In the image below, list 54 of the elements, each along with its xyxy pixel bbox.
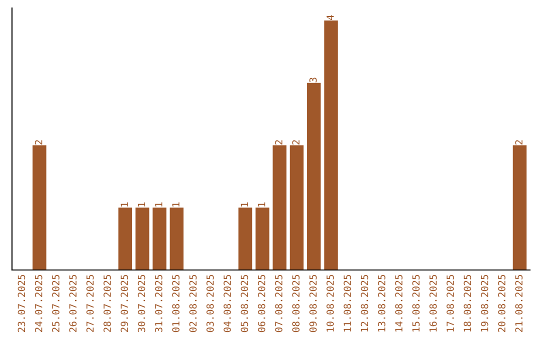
data-label: 1 (172, 202, 180, 206)
x-tick-label: 23.07.2025 (18, 274, 26, 332)
x-tick-label: 03.08.2025 (206, 274, 214, 332)
x-tick-label: 20.08.2025 (498, 274, 506, 332)
bar (152, 208, 166, 270)
x-tick-label: 14.08.2025 (395, 274, 402, 332)
bar (135, 208, 150, 270)
x-tick-label: 28.07.2025 (104, 274, 111, 332)
x-tick-label: 16.08.2025 (429, 274, 437, 332)
x-tick-label: 19.08.2025 (480, 274, 488, 332)
x-tick-label: 04.08.2025 (224, 274, 231, 332)
data-label: 1 (258, 202, 266, 206)
bar (170, 208, 184, 270)
x-tick-label: 02.08.2025 (189, 274, 197, 332)
x-tick-label: 12.08.2025 (360, 274, 368, 332)
data-label: 2 (515, 140, 522, 145)
data-label: 1 (138, 202, 146, 206)
bar (32, 145, 46, 270)
x-tick-label: 09.08.2025 (309, 274, 317, 332)
bar (512, 145, 527, 270)
x-tick-label: 26.07.2025 (69, 274, 77, 332)
x-tick-label: 27.07.2025 (86, 274, 94, 332)
bar (256, 208, 270, 270)
data-label: 2 (34, 140, 42, 145)
bar (238, 208, 252, 270)
data-label: 2 (275, 140, 282, 145)
x-tick-label: 05.08.2025 (240, 274, 248, 332)
data-label: 1 (155, 202, 162, 206)
bar (307, 82, 321, 270)
x-tick-label: 15.08.2025 (412, 274, 420, 332)
data-label: 4 (326, 15, 334, 20)
x-tick-label: 30.07.2025 (138, 274, 146, 332)
data-label: 3 (309, 78, 317, 82)
bar (272, 145, 286, 270)
data-label: 1 (240, 202, 248, 206)
data-label: 1 (120, 202, 128, 206)
data-label: 2 (292, 140, 300, 145)
bar (290, 145, 304, 270)
x-tick-label: 21.08.2025 (515, 274, 523, 332)
x-tick-label: 13.08.2025 (378, 274, 386, 332)
x-tick-label: 08.08.2025 (292, 274, 300, 332)
x-tick-label: 24.07.2025 (34, 274, 42, 332)
bar (324, 20, 338, 270)
x-tick-label: 07.08.2025 (275, 274, 282, 332)
bar (118, 208, 132, 270)
x-tick-label: 06.08.2025 (258, 274, 266, 332)
x-tick-label: 18.08.2025 (464, 274, 472, 332)
x-tick-label: 17.08.2025 (446, 274, 454, 332)
x-tick-label: 31.07.2025 (155, 274, 162, 332)
x-tick-label: 01.08.2025 (172, 274, 180, 332)
x-tick-label: 29.07.2025 (120, 274, 128, 332)
x-tick-label: 10.08.2025 (326, 274, 334, 332)
x-tick-label: 11.08.2025 (344, 274, 352, 332)
x-tick-label: 25.07.2025 (52, 274, 60, 332)
